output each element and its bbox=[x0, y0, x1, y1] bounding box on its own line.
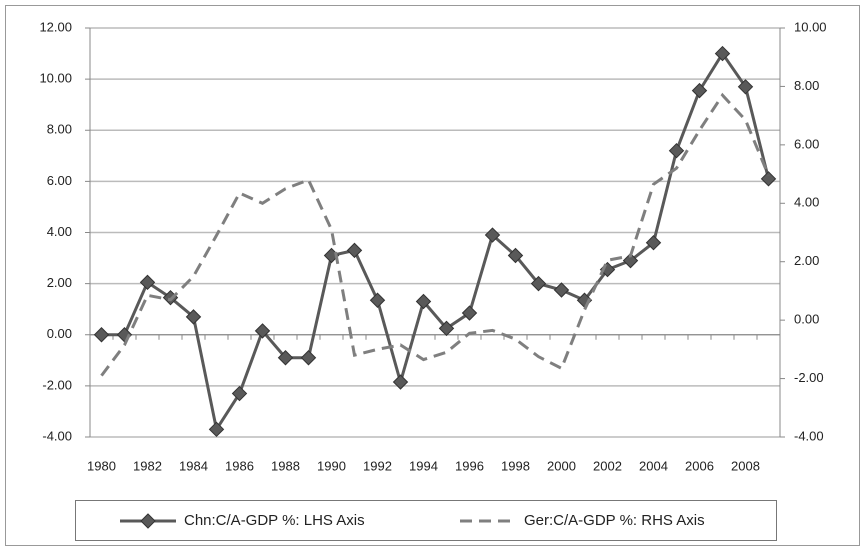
marker bbox=[668, 142, 685, 159]
x-tick-label: 1986 bbox=[225, 458, 254, 473]
marker bbox=[346, 242, 363, 259]
marker bbox=[438, 320, 455, 337]
marker bbox=[760, 171, 777, 187]
legend-box bbox=[75, 500, 777, 541]
x-tick-label: 1988 bbox=[271, 458, 300, 473]
x-tick-label: 1996 bbox=[455, 458, 484, 473]
marker bbox=[369, 292, 386, 308]
x-tick-label: 2000 bbox=[547, 458, 576, 473]
x-tick-label: 2002 bbox=[593, 458, 622, 473]
marker bbox=[277, 350, 294, 366]
marker bbox=[622, 252, 639, 269]
y2-tick-label: 10.00 bbox=[794, 19, 827, 34]
x-tick-label: 1980 bbox=[87, 458, 116, 473]
marker bbox=[530, 275, 547, 292]
marker bbox=[737, 79, 754, 95]
y-tick-label: 4.00 bbox=[47, 224, 72, 239]
y-tick-label: 6.00 bbox=[47, 173, 72, 188]
y-tick-label: 0.00 bbox=[47, 326, 72, 341]
x-tick-label: 2006 bbox=[685, 458, 714, 473]
marker bbox=[691, 82, 708, 99]
y2-tick-label: -4.00 bbox=[794, 428, 824, 443]
marker bbox=[461, 305, 478, 321]
x-tick-label: 1984 bbox=[179, 458, 208, 473]
marker bbox=[93, 327, 110, 343]
y2-tick-label: 4.00 bbox=[794, 195, 819, 210]
marker bbox=[484, 227, 501, 243]
x-tick-label: 1982 bbox=[133, 458, 162, 473]
marker bbox=[208, 421, 225, 438]
y2-tick-label: 0.00 bbox=[794, 312, 819, 327]
y-tick-label: -4.00 bbox=[42, 428, 72, 443]
legend-marker bbox=[140, 513, 156, 529]
marker bbox=[415, 293, 432, 310]
series-line bbox=[100, 92, 770, 377]
marker bbox=[553, 282, 570, 298]
x-tick-label: 1990 bbox=[317, 458, 346, 473]
y-tick-label: -2.00 bbox=[42, 377, 72, 392]
y-tick-label: 2.00 bbox=[47, 275, 72, 290]
marker bbox=[645, 235, 662, 251]
y2-tick-label: 2.00 bbox=[794, 253, 819, 268]
marker bbox=[254, 323, 271, 339]
y2-tick-label: -2.00 bbox=[794, 370, 824, 385]
marker bbox=[231, 385, 248, 402]
y2-tick-label: 6.00 bbox=[794, 136, 819, 151]
x-tick-label: 2004 bbox=[639, 458, 668, 473]
marker bbox=[392, 374, 409, 390]
y-tick-label: 10.00 bbox=[39, 71, 72, 86]
series-line bbox=[101, 50, 770, 434]
marker bbox=[300, 350, 317, 366]
legend-label: Ger:C/A-GDP %: RHS Axis bbox=[524, 512, 705, 529]
y2-tick-label: 8.00 bbox=[794, 78, 819, 93]
x-tick-label: 1992 bbox=[363, 458, 392, 473]
y-tick-label: 12.00 bbox=[39, 19, 72, 34]
marker bbox=[185, 309, 202, 325]
marker bbox=[507, 247, 524, 264]
marker bbox=[714, 45, 731, 62]
x-tick-label: 2008 bbox=[731, 458, 760, 473]
y-tick-label: 8.00 bbox=[47, 122, 72, 137]
x-tick-label: 1994 bbox=[409, 458, 438, 473]
legend-label: Chn:C/A-GDP %: LHS Axis bbox=[184, 512, 365, 529]
x-tick-label: 1998 bbox=[501, 458, 530, 473]
marker bbox=[139, 274, 156, 291]
